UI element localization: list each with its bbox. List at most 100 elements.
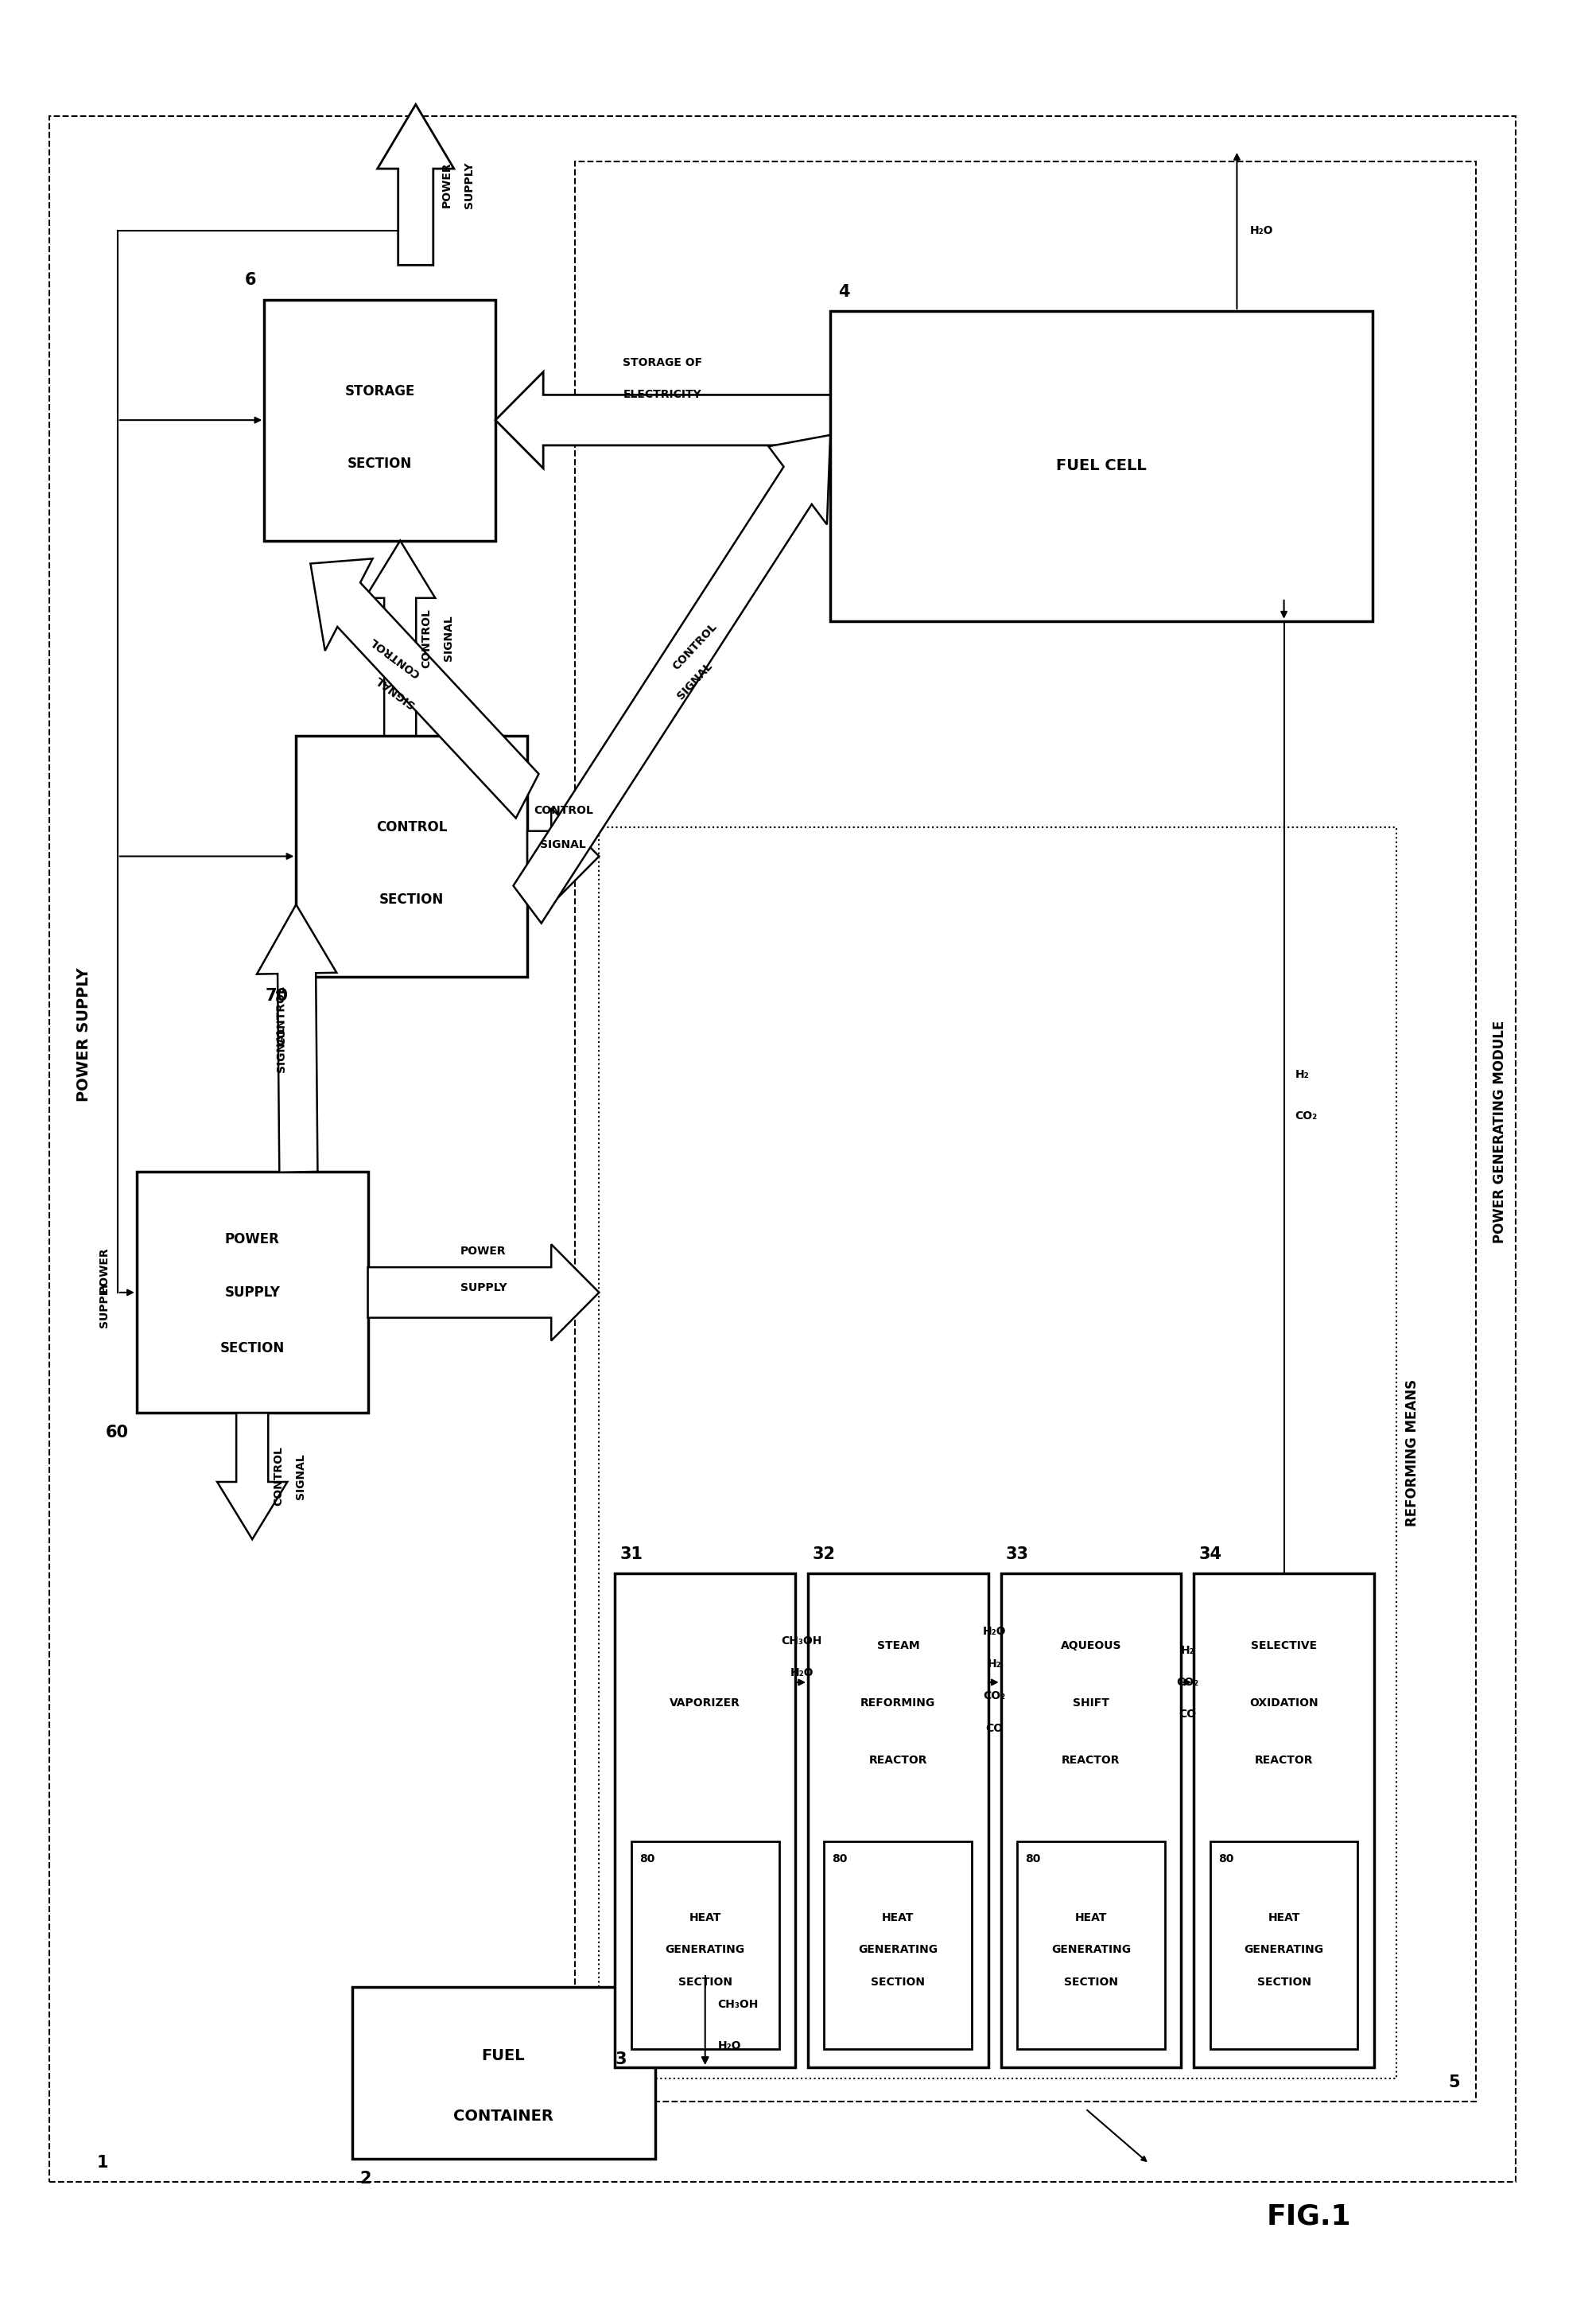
Text: 5: 5 <box>1448 2075 1459 2091</box>
Polygon shape <box>310 558 538 818</box>
Text: H₂O: H₂O <box>1250 225 1272 237</box>
Text: REACTOR: REACTOR <box>1061 1756 1120 1767</box>
Text: 2: 2 <box>359 2172 372 2185</box>
Text: 32: 32 <box>812 1547 835 1563</box>
Text: CO: CO <box>985 1724 1002 1733</box>
Bar <box>295 735 527 977</box>
Text: 80: 80 <box>1025 1852 1041 1864</box>
Text: CO₂: CO₂ <box>983 1691 1005 1701</box>
Text: SHIFT: SHIFT <box>1073 1698 1109 1710</box>
Text: CONTAINER: CONTAINER <box>453 2110 554 2123</box>
Text: H₂O: H₂O <box>718 2041 741 2052</box>
Text: CONTROL: CONTROL <box>421 609 433 669</box>
Text: VAPORIZER: VAPORIZER <box>669 1698 741 1710</box>
Text: CH₃OH: CH₃OH <box>780 1636 822 1648</box>
Bar <box>351 1988 654 2160</box>
Polygon shape <box>257 905 337 1172</box>
Text: 33: 33 <box>1005 1547 1028 1563</box>
Text: SIGNAL: SIGNAL <box>295 1452 306 1498</box>
Text: POWER: POWER <box>460 1246 506 1257</box>
Text: CO₂: CO₂ <box>1294 1110 1317 1121</box>
Text: SECTION: SECTION <box>1256 1976 1310 1988</box>
Text: 80: 80 <box>638 1852 654 1864</box>
Text: FUEL CELL: FUEL CELL <box>1055 457 1146 473</box>
Text: POWER GENERATING MODULE: POWER GENERATING MODULE <box>1492 1020 1507 1243</box>
Text: STORAGE: STORAGE <box>345 384 415 398</box>
Text: 80: 80 <box>1218 1852 1232 1864</box>
Bar <box>1017 1841 1165 2050</box>
Text: SECTION: SECTION <box>380 892 444 908</box>
Text: GENERATING: GENERATING <box>1243 1944 1323 1956</box>
Bar <box>1194 1574 1374 2068</box>
Text: GENERATING: GENERATING <box>1050 1944 1130 1956</box>
Text: FIG.1: FIG.1 <box>1266 2204 1350 2229</box>
Text: AQUEOUS: AQUEOUS <box>1060 1641 1120 1652</box>
Text: SIGNAL: SIGNAL <box>276 1027 287 1073</box>
Bar <box>137 1172 367 1413</box>
Bar <box>824 1841 972 2050</box>
Text: SIGNAL: SIGNAL <box>444 616 455 662</box>
Polygon shape <box>217 1413 287 1540</box>
Text: H₂O: H₂O <box>982 1627 1005 1638</box>
Text: SECTION: SECTION <box>678 1976 733 1988</box>
Text: SIGNAL: SIGNAL <box>675 660 713 701</box>
Text: REFORMING: REFORMING <box>860 1698 935 1710</box>
Bar <box>263 299 495 540</box>
Text: SECTION: SECTION <box>870 1976 924 1988</box>
Bar <box>830 310 1373 620</box>
Text: FUEL: FUEL <box>482 2048 525 2064</box>
Bar <box>808 1574 988 2068</box>
Text: POWER: POWER <box>440 161 452 207</box>
Bar <box>1001 1574 1181 2068</box>
Text: 31: 31 <box>619 1547 643 1563</box>
Polygon shape <box>512 434 830 924</box>
Text: REACTOR: REACTOR <box>1254 1756 1312 1767</box>
Text: CONTROL: CONTROL <box>377 820 447 834</box>
Text: REFORMING MEANS: REFORMING MEANS <box>1404 1379 1419 1526</box>
Text: STORAGE OF: STORAGE OF <box>622 356 702 368</box>
Bar <box>630 1841 779 2050</box>
Polygon shape <box>527 809 598 905</box>
Text: OXIDATION: OXIDATION <box>1250 1698 1318 1710</box>
Polygon shape <box>367 1243 598 1340</box>
Text: 70: 70 <box>265 988 287 1004</box>
Text: HEAT: HEAT <box>881 1912 913 1923</box>
Text: HEAT: HEAT <box>1267 1912 1299 1923</box>
Text: CONTROL: CONTROL <box>670 620 718 673</box>
Text: 4: 4 <box>838 283 849 299</box>
Text: CH₃OH: CH₃OH <box>718 1999 758 2011</box>
Text: H₂: H₂ <box>986 1659 1001 1671</box>
Text: 3: 3 <box>614 2052 626 2068</box>
Bar <box>614 1574 795 2068</box>
Text: SELECTIVE: SELECTIVE <box>1250 1641 1317 1652</box>
Text: POWER: POWER <box>225 1232 279 1246</box>
Bar <box>1210 1841 1357 2050</box>
Text: SECTION: SECTION <box>1063 1976 1117 1988</box>
Text: CO₂: CO₂ <box>1176 1678 1199 1687</box>
Text: SUPPLY: SUPPLY <box>463 161 474 209</box>
Text: POWER SUPPLY: POWER SUPPLY <box>77 967 91 1101</box>
Text: HEAT: HEAT <box>1074 1912 1106 1923</box>
Text: CONTROL: CONTROL <box>273 1445 284 1505</box>
Text: POWER: POWER <box>99 1246 110 1291</box>
Text: SUPPLY: SUPPLY <box>460 1282 506 1294</box>
Text: SECTION: SECTION <box>348 457 412 471</box>
Text: SUPPLY: SUPPLY <box>99 1280 110 1328</box>
Text: SIGNAL: SIGNAL <box>539 839 586 850</box>
Text: 6: 6 <box>244 271 255 287</box>
Text: 1: 1 <box>97 2156 109 2172</box>
Text: SECTION: SECTION <box>220 1340 284 1356</box>
Text: SUPPLY: SUPPLY <box>225 1285 279 1301</box>
Text: CONTROL: CONTROL <box>533 804 592 816</box>
Text: CONTROL: CONTROL <box>275 986 287 1046</box>
Text: H₂O: H₂O <box>790 1668 812 1680</box>
Text: STEAM: STEAM <box>876 1641 919 1652</box>
Text: 60: 60 <box>105 1425 129 1441</box>
Text: CONTROL: CONTROL <box>367 634 421 680</box>
Text: ELECTRICITY: ELECTRICITY <box>624 388 702 400</box>
Polygon shape <box>365 540 436 735</box>
Polygon shape <box>495 372 830 469</box>
Text: SIGNAL: SIGNAL <box>373 673 417 710</box>
Text: GENERATING: GENERATING <box>666 1944 745 1956</box>
Text: 34: 34 <box>1199 1547 1221 1563</box>
